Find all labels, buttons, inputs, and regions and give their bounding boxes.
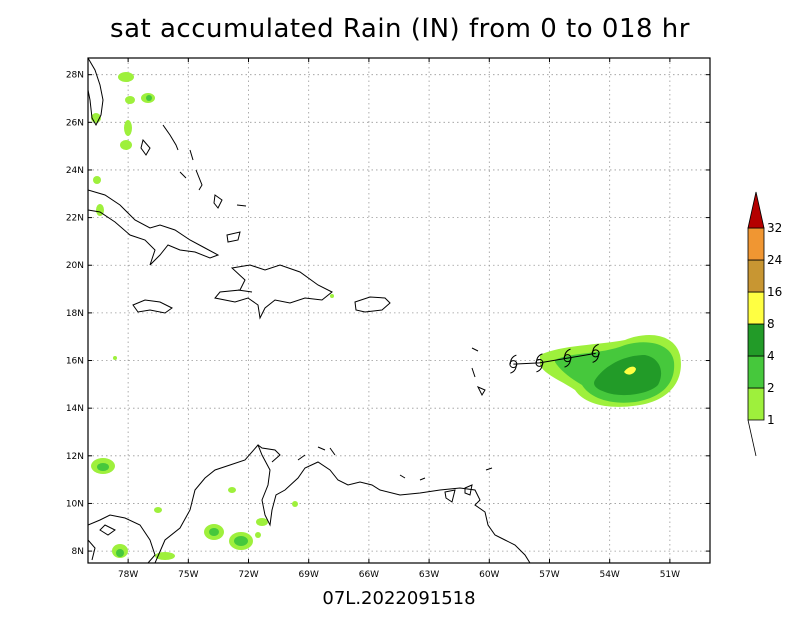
colorbar-label: 2: [767, 381, 775, 395]
colorbar-segment: [747, 355, 765, 389]
lon-tick-label: 72W: [238, 570, 258, 580]
lat-tick-label: 28N: [66, 71, 84, 81]
lat-tick-label: 20N: [66, 261, 84, 271]
rain-area-very-heavy: [624, 366, 636, 375]
tropical-storm-icon: [563, 348, 572, 368]
coastlines: [88, 58, 531, 563]
colorbar-label: 32: [767, 221, 782, 235]
lon-tick-label: 60W: [479, 570, 499, 580]
lat-tick-label: 22N: [66, 214, 84, 224]
lon-tick-label: 57W: [539, 570, 559, 580]
lon-tick-label: 63W: [419, 570, 439, 580]
lon-tick-label: 54W: [599, 570, 619, 580]
storm-id-label: 07L.2022091518: [322, 588, 476, 609]
lon-tick-label: 78W: [118, 570, 138, 580]
tropical-storm-icon: [509, 354, 518, 374]
colorbar-label: 24: [767, 253, 782, 267]
lat-tick-label: 14N: [66, 404, 84, 414]
lat-tick-label: 10N: [66, 499, 84, 509]
storm-track: [509, 343, 600, 374]
lat-tick-label: 8N: [72, 547, 84, 557]
colorbar-tail: [747, 419, 757, 457]
lon-tick-label: 75W: [178, 570, 198, 580]
tropical-storm-icon: [535, 353, 544, 373]
map-frame: [87, 57, 711, 564]
colorbar-segment: [747, 191, 765, 229]
colorbar-segment: [747, 259, 765, 293]
rain-area-heavy: [594, 355, 662, 396]
lat-tick-label: 18N: [66, 309, 84, 319]
longitude-tick-labels: 78W 75W 72W 69W 66W 63W 60W 57W 54W 51W: [118, 58, 680, 580]
lon-tick-label: 69W: [299, 570, 319, 580]
lat-tick-label: 16N: [66, 357, 84, 367]
lon-tick-label: 66W: [359, 570, 379, 580]
colorbar-label: 4: [767, 349, 775, 363]
colorbar-label: 8: [767, 317, 775, 331]
colorbar-label: 1: [767, 413, 775, 427]
latitude-tick-labels: 8N 10N 12N 14N 16N 18N 20N 22N 24N 26N 28N: [66, 71, 710, 557]
rainfall-areas: [91, 72, 681, 560]
colorbar-segment: [747, 291, 765, 325]
lon-tick-label: 51W: [660, 570, 680, 580]
lat-tick-label: 24N: [66, 166, 84, 176]
tropical-storm-icon: [591, 343, 600, 363]
map-title: sat accumulated Rain (IN) from 0 to 018 …: [110, 14, 690, 44]
lat-tick-label: 12N: [66, 452, 84, 462]
scattered-rain-cells: [91, 72, 555, 560]
colorbar-segment: [747, 227, 765, 261]
lat-tick-label: 26N: [66, 118, 84, 128]
colorbar-segment: [747, 387, 765, 421]
colorbar-segment: [747, 323, 765, 357]
colorbar-label: 16: [767, 285, 782, 299]
scattered-rain-cells-medium: [97, 95, 248, 557]
map-grid: [88, 58, 710, 563]
